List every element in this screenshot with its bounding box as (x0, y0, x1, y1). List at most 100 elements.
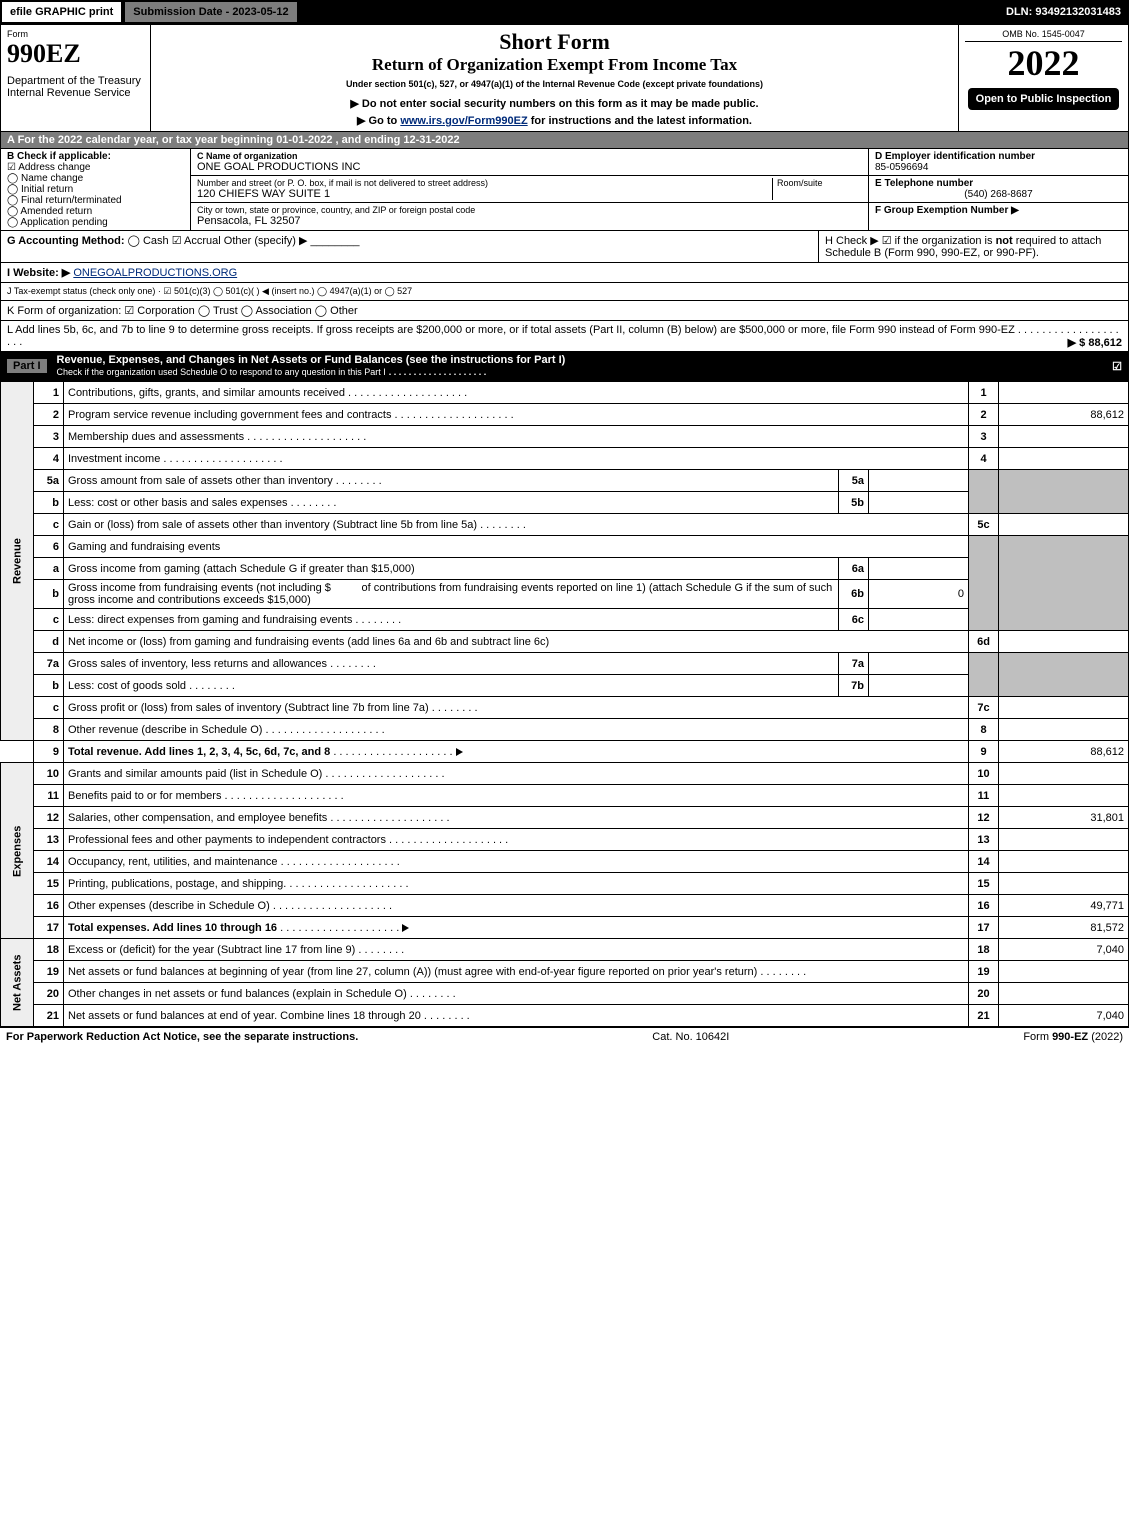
ln-7a-desc: Gross sales of inventory, less returns a… (68, 658, 376, 670)
city-value: Pensacola, FL 32507 (197, 215, 862, 227)
ln-11-num: 11 (34, 785, 64, 807)
ln-7c-desc: Gross profit or (loss) from sales of inv… (68, 702, 478, 714)
row-l: L Add lines 5b, 6c, and 7b to line 9 to … (0, 321, 1129, 352)
entity-info: B Check if applicable: ☑ Address change … (0, 149, 1129, 231)
ln-17-dots (277, 922, 399, 934)
ln-12-rnum: 12 (969, 807, 999, 829)
ln-9-dots (330, 746, 452, 758)
ln-18-rnum: 18 (969, 939, 999, 961)
ln-18-val: 7,040 (999, 939, 1129, 961)
ln-6-desc: Gaming and fundraising events (64, 536, 969, 558)
footer-left: For Paperwork Reduction Act Notice, see … (6, 1031, 358, 1043)
chk-other-method[interactable]: Other (specify) ▶ ________ (224, 235, 360, 247)
ln-6c-desc: Less: direct expenses from gaming and fu… (68, 614, 401, 626)
h-text: H Check ▶ ☑ if the organization is not r… (825, 235, 1101, 259)
ln-7b-desc: Less: cost of goods sold (68, 680, 235, 692)
website-label: I Website: ▶ (7, 267, 70, 279)
ln-5b-desc: Less: cost or other basis and sales expe… (68, 497, 336, 509)
ln-6b-subval: 0 (869, 580, 969, 609)
ln-17-rnum: 17 (969, 917, 999, 939)
ln-6b-num: b (34, 580, 64, 609)
ln-20-rnum: 20 (969, 983, 999, 1005)
chk-final-return[interactable]: ◯ Final return/terminated (7, 195, 184, 206)
ln-11-val (999, 785, 1129, 807)
ln-20-num: 20 (34, 983, 64, 1005)
goto-post: for instructions and the latest informat… (531, 115, 752, 127)
accounting-label: G Accounting Method: (7, 235, 125, 247)
part-i-sub: Check if the organization used Schedule … (57, 367, 386, 377)
ln-5a-subval (869, 470, 969, 492)
footer-right-post: (2022) (1088, 1031, 1123, 1043)
dln-label: DLN: 93492132031483 (998, 0, 1129, 24)
ein-value: 85-0596694 (875, 162, 1122, 173)
ln-14-rnum: 14 (969, 851, 999, 873)
chk-address-change[interactable]: ☑ Address change (7, 162, 184, 173)
ln-5a-num: 5a (34, 470, 64, 492)
chk-name-change[interactable]: ◯ Name change (7, 173, 184, 184)
ln-15-val (999, 873, 1129, 895)
ln-21-num: 21 (34, 1005, 64, 1027)
ln-6a-desc: Gross income from gaming (attach Schedul… (64, 558, 839, 580)
ln-5b-subval (869, 492, 969, 514)
phone-value: (540) 268-8687 (875, 189, 1122, 200)
lbl-amended-return: Amended return (20, 206, 92, 217)
ln-5ab-shade2 (999, 470, 1129, 514)
ln-13-rnum: 13 (969, 829, 999, 851)
ln-6b-desc: Gross income from fundraising events (no… (64, 580, 839, 609)
irs-link[interactable]: www.irs.gov/Form990EZ (400, 115, 527, 127)
box-b-title: B Check if applicable: (7, 151, 184, 162)
lbl-address-change: Address change (18, 162, 90, 173)
ln-3-num: 3 (34, 426, 64, 448)
arrow-icon (456, 748, 463, 756)
sidelabel-revenue: Revenue (1, 382, 34, 741)
ln-6-num: 6 (34, 536, 64, 558)
ln-10-num: 10 (34, 763, 64, 785)
bullet-goto: ▶ Go to www.irs.gov/Form990EZ for instru… (157, 114, 952, 127)
ln-5b-num: b (34, 492, 64, 514)
form-number: 990EZ (7, 39, 144, 69)
top-bar: efile GRAPHIC print Submission Date - 20… (0, 0, 1129, 24)
ln-6d-val (999, 631, 1129, 653)
website-link[interactable]: ONEGOALPRODUCTIONS.ORG (73, 267, 237, 279)
chk-app-pending[interactable]: ◯ Application pending (7, 217, 184, 228)
box-def: D Employer identification number 85-0596… (868, 149, 1128, 230)
ln-15-rnum: 15 (969, 873, 999, 895)
street-label: Number and street (or P. O. box, if mail… (197, 178, 772, 188)
ln-1-desc: Contributions, gifts, grants, and simila… (68, 387, 467, 399)
ln-8-num: 8 (34, 719, 64, 741)
lbl-app-pending: Application pending (20, 217, 107, 228)
part-i-check[interactable]: ☑ (1112, 360, 1122, 373)
ln-6b-sub: 6b (839, 580, 869, 609)
open-public: Open to Public Inspection (968, 88, 1120, 110)
ln-7b-subval (869, 675, 969, 697)
chk-accrual[interactable]: ☑ Accrual (172, 235, 221, 247)
footer-right: Form 990-EZ (2022) (1023, 1031, 1123, 1043)
under-section: Under section 501(c), 527, or 4947(a)(1)… (157, 79, 952, 89)
org-name-label: C Name of organization (197, 151, 862, 161)
ln-7c-rnum: 7c (969, 697, 999, 719)
ln-3-desc: Membership dues and assessments (68, 431, 366, 443)
ln-20-desc: Other changes in net assets or fund bala… (68, 988, 456, 1000)
ln-20-val (999, 983, 1129, 1005)
ln-11-desc: Benefits paid to or for members (68, 790, 344, 802)
ln-12-val: 31,801 (999, 807, 1129, 829)
submission-date: Submission Date - 2023-05-12 (123, 0, 298, 24)
chk-cash[interactable]: ◯ Cash (128, 235, 169, 247)
h-not: not (996, 235, 1013, 247)
ln-2-num: 2 (34, 404, 64, 426)
ln-2-rnum: 2 (969, 404, 999, 426)
ln-18-desc: Excess or (deficit) for the year (Subtra… (68, 944, 404, 956)
chk-initial-return[interactable]: ◯ Initial return (7, 184, 184, 195)
ln-14-num: 14 (34, 851, 64, 873)
chk-amended-return[interactable]: ◯ Amended return (7, 206, 184, 217)
omb-number: OMB No. 1545-0047 (965, 29, 1122, 42)
ln-12-desc: Salaries, other compensation, and employ… (68, 812, 450, 824)
ln-5a-sub: 5a (839, 470, 869, 492)
lbl-accrual: Accrual (184, 235, 221, 247)
tax-year: 2022 (965, 42, 1122, 84)
ln-17-num: 17 (34, 917, 64, 939)
part-i-label: Part I (7, 359, 47, 373)
street-value: 120 CHIEFS WAY SUITE 1 (197, 188, 772, 200)
lines-table: Revenue 1 Contributions, gifts, grants, … (0, 381, 1129, 1027)
short-form-title: Short Form (157, 29, 952, 55)
